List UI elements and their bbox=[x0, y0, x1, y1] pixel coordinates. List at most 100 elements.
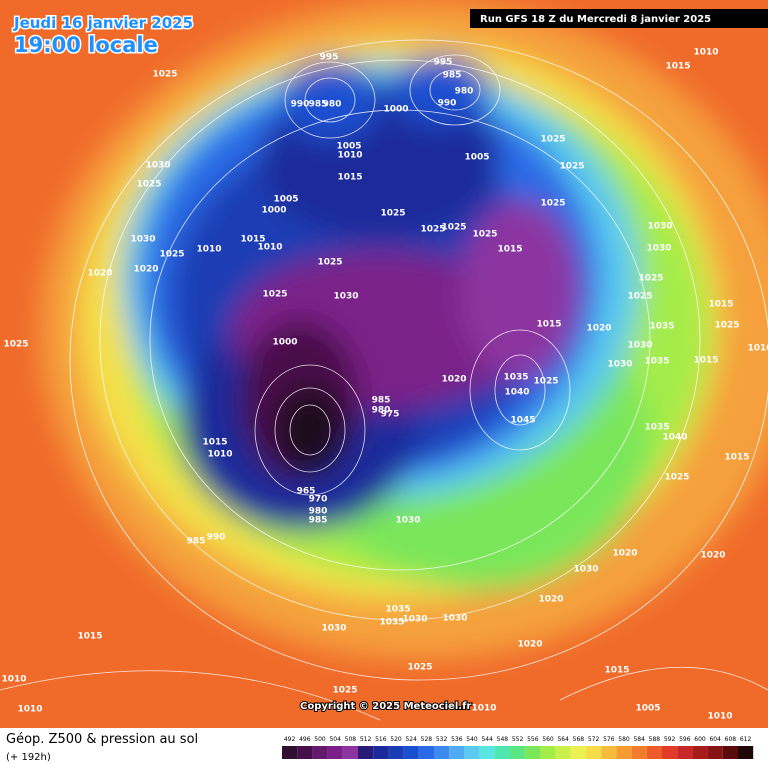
isobar-label: 1030 bbox=[573, 565, 598, 575]
isobar-label: 970 bbox=[309, 495, 328, 505]
isobar-label: 1010 bbox=[1, 675, 26, 685]
scale-label: 568 bbox=[573, 736, 585, 743]
isobar-label: 1010 bbox=[337, 151, 362, 161]
isobar-label: 1040 bbox=[662, 433, 687, 443]
scale-label: 592 bbox=[664, 736, 676, 743]
isobar-label: 1030 bbox=[395, 516, 420, 526]
scale-label: 500 bbox=[314, 736, 326, 743]
isobar-label: 1025 bbox=[664, 473, 689, 483]
isobar-label: 1045 bbox=[510, 416, 535, 426]
isobar-label: 1035 bbox=[379, 618, 404, 628]
isobar-label: 1020 bbox=[538, 595, 563, 605]
isobar-label: 1015 bbox=[202, 438, 227, 448]
isobar-label: 1030 bbox=[402, 615, 427, 625]
isobar-label: 980 bbox=[455, 87, 474, 97]
isobar-label: 1030 bbox=[647, 222, 672, 232]
isobar-label: 1025 bbox=[317, 258, 342, 268]
scale-swatch bbox=[358, 746, 374, 759]
scale-swatch bbox=[540, 746, 556, 759]
isobar-label: 1020 bbox=[87, 269, 112, 279]
run-label: Run GFS 18 Z du Mercredi 8 janvier 2025 bbox=[480, 14, 711, 25]
isobar-label: 1040 bbox=[504, 388, 529, 398]
isobar-label: 1010 bbox=[17, 705, 42, 715]
scale-label: 556 bbox=[527, 736, 539, 743]
scale-label: 600 bbox=[694, 736, 706, 743]
scale-swatch bbox=[570, 746, 586, 759]
scale-label: 588 bbox=[649, 736, 661, 743]
isobar-label: 1025 bbox=[638, 274, 663, 284]
scale-label: 520 bbox=[390, 736, 402, 743]
scale-label: 516 bbox=[375, 736, 387, 743]
scale-swatch bbox=[525, 746, 541, 759]
isobar-label: 1035 bbox=[644, 423, 669, 433]
isobar-label: 1025 bbox=[3, 340, 28, 350]
scale-swatch bbox=[297, 746, 313, 759]
isobar-label: 1015 bbox=[724, 453, 749, 463]
isobar-label: 1015 bbox=[708, 300, 733, 310]
isobar-label: 1025 bbox=[420, 225, 445, 235]
scale-swatch bbox=[555, 746, 571, 759]
isobar-label: 1005 bbox=[464, 153, 489, 163]
scale-label: 540 bbox=[466, 736, 478, 743]
isobar-label: 1000 bbox=[272, 338, 297, 348]
scale-swatch bbox=[616, 746, 632, 759]
isobar-label: 1025 bbox=[262, 290, 287, 300]
isobar-label: 1005 bbox=[336, 142, 361, 152]
scale-label: 504 bbox=[329, 736, 341, 743]
isobar-label: 1010 bbox=[747, 344, 768, 354]
scale-label: 612 bbox=[740, 736, 752, 743]
scale-swatch bbox=[434, 746, 450, 759]
isobar-label: 985 bbox=[443, 71, 462, 81]
scale-swatch bbox=[373, 746, 389, 759]
isobar-label: 1000 bbox=[383, 105, 408, 115]
run-box bbox=[470, 9, 768, 28]
scale-label: 508 bbox=[345, 736, 357, 743]
isobar-label: 980 bbox=[309, 507, 328, 517]
isobar-label: 1030 bbox=[627, 341, 652, 351]
scale-swatch bbox=[312, 746, 328, 759]
scale-label: 596 bbox=[679, 736, 691, 743]
isobar-label: 1025 bbox=[380, 209, 405, 219]
isobar-label: 1010 bbox=[257, 243, 282, 253]
isobar-label: 1005 bbox=[635, 704, 660, 714]
isobar-label: 990 bbox=[291, 100, 310, 110]
scale-swatch bbox=[631, 746, 647, 759]
isobar-label: 985 bbox=[309, 516, 328, 526]
scale-label: 552 bbox=[512, 736, 524, 743]
isobar-label: 1015 bbox=[240, 235, 265, 245]
isobar-label: 1025 bbox=[441, 223, 466, 233]
isobar-label: 1025 bbox=[136, 180, 161, 190]
scale-label: 584 bbox=[633, 736, 645, 743]
isobar-label: 965 bbox=[297, 487, 316, 497]
isobar-label: 1030 bbox=[130, 235, 155, 245]
scale-label: 572 bbox=[588, 736, 600, 743]
scale-label: 544 bbox=[481, 736, 493, 743]
scale-label: 604 bbox=[709, 736, 721, 743]
isobar-label: 1020 bbox=[517, 640, 542, 650]
color-scale: 492 496 500 504 508 512 516 520 524 528 532 536 540 5… bbox=[282, 736, 754, 759]
scale-label: 492 bbox=[284, 736, 296, 743]
isobar-label: 980 bbox=[323, 100, 342, 110]
isobar-label: 1030 bbox=[646, 244, 671, 254]
isobar-label: 1030 bbox=[321, 624, 346, 634]
time-label: 19:00 locale bbox=[14, 33, 158, 57]
legend-subtitle: (+ 192h) bbox=[6, 752, 51, 763]
scale-swatch bbox=[692, 746, 708, 759]
isobar-label: 1020 bbox=[612, 549, 637, 559]
scale-swatch bbox=[327, 746, 343, 759]
isobar-label: 1035 bbox=[644, 357, 669, 367]
scale-swatch bbox=[479, 746, 495, 759]
isobar-label: 1005 bbox=[273, 195, 298, 205]
scale-swatch bbox=[662, 746, 678, 759]
scale-swatch bbox=[282, 746, 298, 759]
legend-title: Géop. Z500 & pression au sol bbox=[6, 732, 198, 747]
scale-swatch bbox=[418, 746, 434, 759]
isobar-label: 1015 bbox=[665, 62, 690, 72]
scale-swatch bbox=[388, 746, 404, 759]
isobar-label: 1025 bbox=[332, 686, 357, 696]
isobar-label: 1020 bbox=[586, 324, 611, 334]
scale-label: 512 bbox=[360, 736, 372, 743]
scale-swatch bbox=[510, 746, 526, 759]
isobar-label: 1015 bbox=[497, 245, 522, 255]
